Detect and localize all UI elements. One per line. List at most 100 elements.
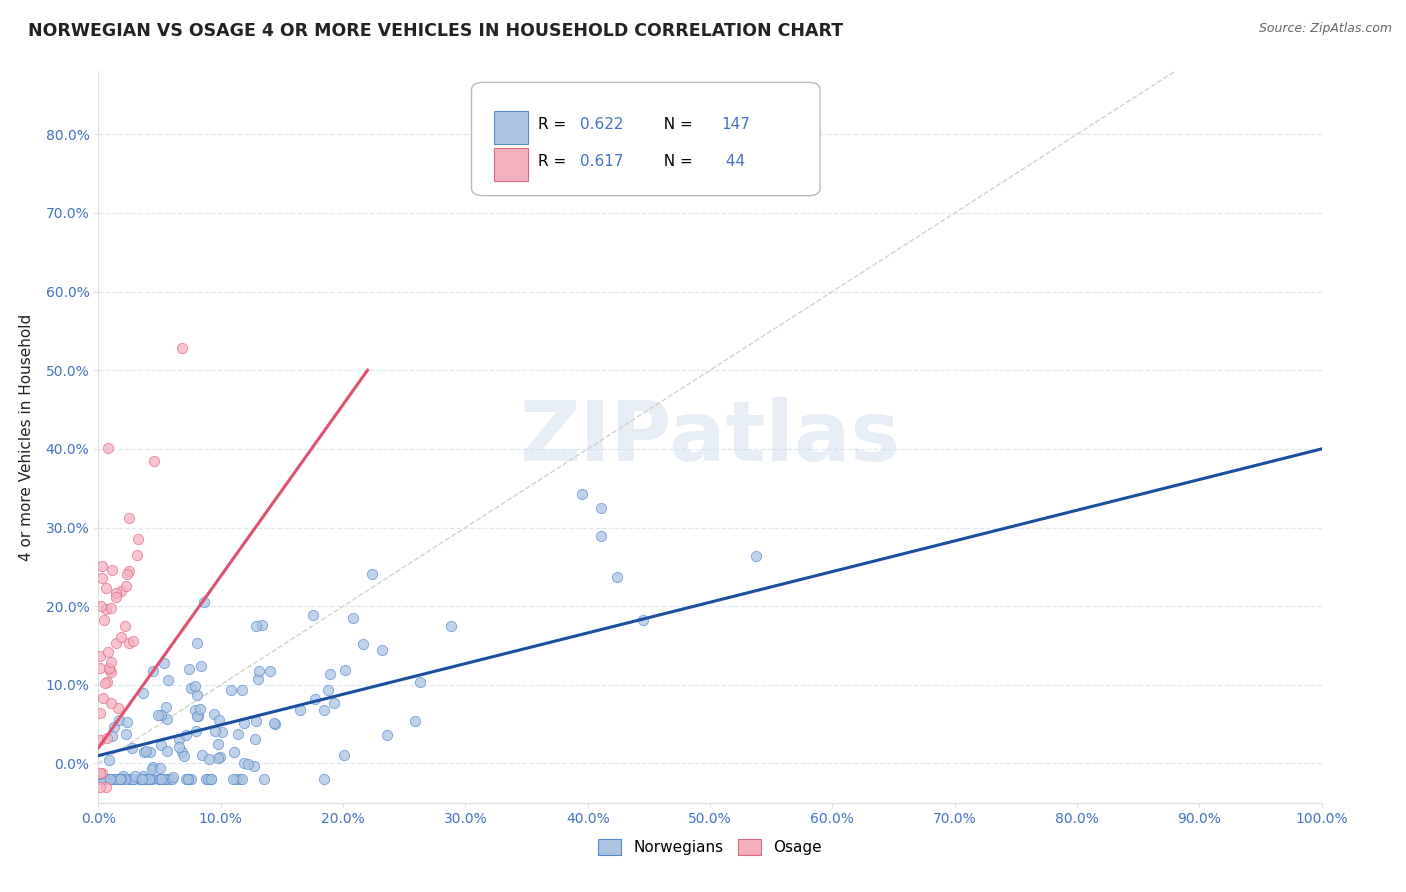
Point — [167, 732, 190, 747]
Point — [301, 607, 323, 622]
Point — [129, 772, 152, 787]
Point — [228, 772, 250, 787]
Point — [408, 675, 430, 690]
Point — [219, 683, 242, 698]
Point — [209, 750, 232, 764]
Point — [104, 590, 127, 604]
Point — [138, 772, 160, 787]
Point — [176, 728, 198, 742]
Point — [184, 702, 207, 716]
Point — [188, 702, 211, 716]
Point — [180, 772, 202, 787]
Point — [118, 564, 141, 578]
Point — [122, 772, 145, 787]
Point — [110, 584, 132, 599]
Point — [319, 667, 342, 681]
Point — [606, 569, 628, 583]
Point — [118, 636, 141, 650]
Point — [89, 780, 111, 794]
Point — [89, 706, 111, 721]
Point — [177, 772, 200, 787]
Point — [134, 772, 156, 787]
Point — [148, 772, 170, 787]
Point — [160, 772, 183, 787]
Point — [149, 708, 172, 723]
Point — [162, 771, 184, 785]
Point — [98, 772, 121, 787]
Point — [153, 656, 176, 670]
Point — [97, 644, 120, 658]
Point — [115, 727, 138, 741]
Point — [89, 661, 111, 675]
Point — [112, 769, 135, 783]
Point — [352, 637, 374, 651]
Point — [304, 691, 326, 706]
Point — [94, 602, 117, 616]
Point — [174, 772, 197, 787]
Point — [148, 772, 170, 787]
Point — [118, 772, 141, 787]
Point — [141, 759, 163, 773]
Point — [190, 658, 212, 673]
Point — [247, 664, 270, 678]
Point — [312, 703, 335, 717]
Point — [149, 772, 172, 787]
Point — [100, 563, 122, 577]
Point — [100, 655, 122, 669]
Point — [200, 772, 222, 787]
Point — [104, 772, 127, 787]
Point — [101, 729, 124, 743]
Point — [222, 772, 245, 787]
Point — [231, 772, 253, 787]
Point — [195, 772, 218, 787]
Text: NORWEGIAN VS OSAGE 4 OR MORE VEHICLES IN HOUSEHOLD CORRELATION CHART: NORWEGIAN VS OSAGE 4 OR MORE VEHICLES IN… — [28, 22, 844, 40]
Point — [127, 532, 149, 546]
Point — [120, 772, 142, 787]
Point — [207, 737, 229, 751]
Point — [146, 707, 169, 722]
Y-axis label: 4 or more Vehicles in Household: 4 or more Vehicles in Household — [20, 313, 34, 561]
Point — [170, 341, 193, 355]
Point — [323, 696, 346, 710]
Point — [93, 772, 115, 787]
Point — [253, 772, 276, 787]
Point — [211, 724, 233, 739]
Point — [100, 665, 122, 680]
Point — [193, 595, 215, 609]
Point — [236, 756, 259, 771]
Point — [184, 679, 207, 693]
Text: 0.622: 0.622 — [581, 117, 624, 132]
Text: R =: R = — [537, 117, 571, 132]
Point — [571, 487, 593, 501]
Point — [589, 529, 612, 543]
Point — [98, 663, 121, 677]
Point — [108, 772, 131, 787]
Point — [124, 768, 146, 782]
Point — [108, 772, 131, 787]
Point — [156, 712, 179, 726]
Point — [129, 772, 152, 787]
Point — [198, 752, 221, 766]
Point — [94, 581, 117, 595]
Point — [208, 713, 231, 727]
Point — [207, 751, 229, 765]
Point — [134, 746, 156, 760]
Point — [89, 648, 111, 663]
Point — [744, 549, 766, 563]
Point — [333, 748, 356, 763]
Point — [186, 723, 208, 738]
Point — [288, 702, 311, 716]
Point — [139, 745, 162, 759]
Point — [107, 700, 129, 714]
Point — [91, 559, 114, 574]
Point — [375, 727, 398, 741]
Point — [149, 738, 172, 752]
Point — [314, 772, 336, 787]
Point — [177, 772, 200, 787]
Point — [204, 723, 226, 738]
Point — [149, 761, 172, 775]
Point — [115, 714, 138, 729]
Point — [107, 713, 129, 727]
Point — [371, 642, 394, 657]
Point — [259, 664, 281, 678]
